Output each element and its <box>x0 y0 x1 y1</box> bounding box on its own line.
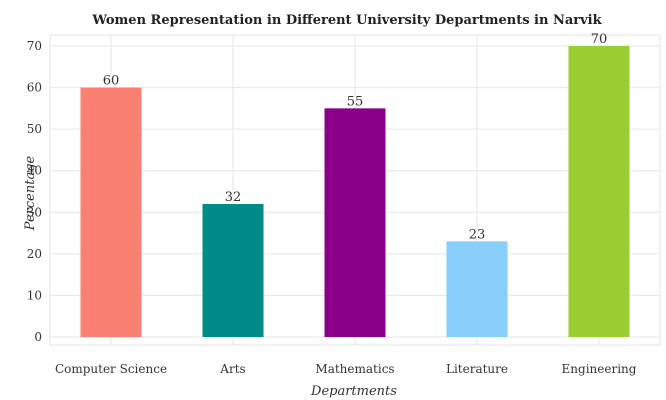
data-label: 32 <box>225 190 242 205</box>
data-label: 70 <box>591 32 608 47</box>
y-axis-label: Percentage <box>23 155 38 231</box>
x-tick-label: Literature <box>446 362 508 376</box>
x-tick-label: Computer Science <box>55 362 167 376</box>
x-axis-ticks: Computer Science Arts Mathematics Literatur… <box>55 362 637 376</box>
bar-arts <box>202 203 264 337</box>
x-tick-label: Mathematics <box>315 362 394 376</box>
bar-computer-science <box>80 87 142 337</box>
bar-mathematics <box>324 108 386 337</box>
y-tick-label: 70 <box>27 39 42 53</box>
y-tick-label: 30 <box>27 205 42 219</box>
x-axis-label: Departments <box>310 384 397 399</box>
data-labels: 60 32 55 23 70 <box>103 32 608 242</box>
bar-engineering <box>568 46 630 337</box>
data-label: 55 <box>347 94 364 109</box>
data-label: 60 <box>103 74 120 89</box>
x-tick-label: Engineering <box>562 362 637 376</box>
bar-literature <box>446 241 508 337</box>
chart-title: Women Representation in Different Univer… <box>91 13 602 28</box>
y-tick-label: 60 <box>27 81 42 95</box>
y-tick-label: 0 <box>34 330 42 344</box>
y-tick-label: 50 <box>27 122 42 136</box>
y-tick-label: 20 <box>27 247 42 261</box>
x-tick-label: Arts <box>219 362 245 376</box>
bars <box>80 46 630 337</box>
y-tick-label: 40 <box>27 164 42 178</box>
data-label: 23 <box>469 227 486 242</box>
y-tick-label: 10 <box>27 288 42 302</box>
y-axis-ticks: 0 10 20 30 40 50 60 70 <box>27 39 42 344</box>
